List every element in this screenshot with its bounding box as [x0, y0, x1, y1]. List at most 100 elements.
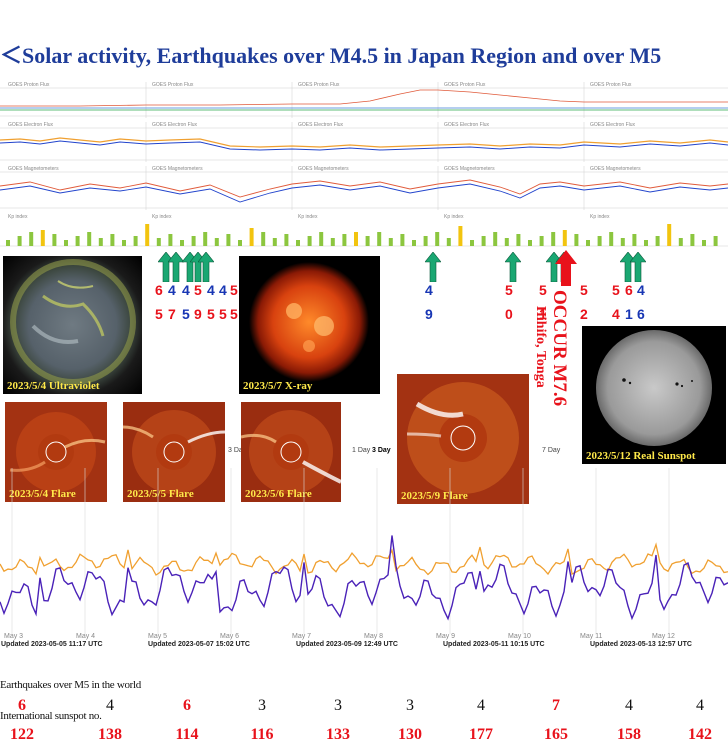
kp-bar — [365, 236, 370, 246]
kp-label-5: Kp index — [590, 214, 610, 220]
flare-caption-2: 2023/5/5 Flare — [127, 488, 194, 500]
ultraviolet-caption: 2023/5/4 Ultraviolet — [7, 380, 100, 392]
quake-bottom-digit: 9 — [425, 306, 433, 322]
electron-label-2: GOES Electron Flux — [152, 122, 198, 128]
sunspot-number-cell: 177 — [469, 726, 493, 743]
occur-arrow-shaft — [561, 262, 571, 286]
kp-bar — [493, 232, 498, 246]
magneto-series-blue — [0, 183, 728, 203]
kp-bar — [655, 236, 660, 246]
kp-bar — [52, 234, 57, 246]
kp-label-3: Kp index — [298, 214, 318, 220]
flux-date-label: May 5 — [148, 633, 168, 640]
sunspot-number-cell: 114 — [175, 726, 199, 743]
sunspot-number-cell: 138 — [98, 726, 122, 743]
kp-bar — [412, 240, 416, 246]
electron-label-4: GOES Electron Flux — [444, 122, 490, 128]
kp-label-2: Kp index — [152, 214, 172, 220]
earthquake-count-cell: 4 — [477, 697, 485, 714]
kp-bar — [504, 238, 509, 246]
flux-date-label: May 6 — [220, 633, 240, 640]
kp-bar — [145, 224, 150, 246]
kp-bar — [87, 232, 92, 246]
magneto-label-4: GOES Magnetometers — [444, 166, 495, 172]
flux-date-label: May 12 — [652, 633, 675, 640]
tab-7day[interactable]: 7 Day — [542, 447, 561, 454]
proton-label-3: GOES Proton Flux — [298, 82, 340, 88]
quake-top-digit: 4 — [219, 282, 227, 298]
occur-arrow-icon — [555, 250, 577, 264]
tab-3day-b[interactable]: 3 Day — [372, 447, 391, 454]
quake-top-digit: 4 — [168, 282, 176, 298]
earthquake-count-cell: 3 — [258, 697, 266, 714]
occur-label: OCCUR M7.6 — [549, 290, 570, 407]
electron-label-1: GOES Electron Flux — [8, 122, 54, 128]
kp-bar — [319, 232, 324, 246]
quake-bottom-digit: 1 — [539, 306, 547, 322]
kp-bar — [110, 234, 115, 246]
kp-bar — [156, 238, 161, 246]
kp-bar — [284, 234, 289, 246]
tab-3day-a[interactable]: 3 Day — [228, 447, 247, 454]
quake-bottom-digit: 6 — [637, 306, 645, 322]
updated-1: Updated 2023-05-05 11:17 UTC — [1, 641, 103, 648]
kp-bar — [702, 240, 706, 246]
kp-bar — [423, 236, 428, 246]
sunspot-number-cell: 165 — [544, 726, 568, 743]
quake-bottom-digit: 5 — [230, 306, 238, 322]
electron-label-5: GOES Electron Flux — [590, 122, 636, 128]
magneto-label-3: GOES Magnetometers — [298, 166, 349, 172]
proton-label-5: GOES Proton Flux — [590, 82, 632, 88]
tab-1day-a[interactable]: 1 Day — [352, 447, 371, 454]
proton-label-2: GOES Proton Flux — [152, 82, 194, 88]
kp-bar — [458, 226, 463, 246]
proton-label-1: GOES Proton Flux — [8, 82, 50, 88]
kp-bar — [377, 232, 382, 246]
kp-bar — [667, 224, 672, 246]
updated-4: Updated 2023-05-11 10:15 UTC — [443, 641, 545, 648]
flux-date-label: May 10 — [508, 633, 531, 640]
flux-date-label: May 4 — [76, 633, 96, 640]
quake-top-digit: 4 — [207, 282, 215, 298]
kp-bar — [354, 232, 358, 246]
quake-bottom-digit: 5 — [219, 306, 227, 322]
kp-bar — [261, 232, 266, 246]
kp-bar — [528, 240, 532, 246]
quake-top-digit: 5 — [612, 282, 620, 298]
magnetometer-chart: GOES Magnetometers GOES Magnetometers GO… — [0, 166, 728, 210]
kp-bar — [191, 236, 196, 246]
sunspot-row-label: International sunspot no. — [0, 710, 102, 722]
kp-bar — [296, 240, 300, 246]
flare-1-svg — [5, 402, 107, 502]
kp-bar — [98, 238, 103, 246]
proton-series-1 — [0, 89, 728, 107]
earthquake-count-cell: 6 — [183, 697, 191, 714]
kp-index-chart: Kp index Kp index Kp index Kp index Kp i… — [0, 214, 728, 247]
magneto-label-2: GOES Magnetometers — [152, 166, 203, 172]
earthquake-count-cell: 3 — [406, 697, 414, 714]
earthquake-count-cell: 4 — [625, 697, 633, 714]
quake-top-digit: 5 — [230, 282, 238, 298]
ultraviolet-image: 2023/5/4 Ultraviolet — [3, 256, 142, 394]
kp-bar — [122, 240, 126, 246]
kp-bar — [330, 238, 335, 246]
quake-top-digit: 5 — [539, 282, 547, 298]
kp-bar — [64, 240, 68, 246]
kp-bar — [272, 238, 277, 246]
kp-bar — [6, 240, 10, 246]
eq-row-label: Earthquakes over M5 in the world — [0, 679, 142, 691]
kp-label-4: Kp index — [444, 214, 464, 220]
quake-bottom-digit: 2 — [580, 306, 588, 322]
earthquake-count-cell: 4 — [106, 697, 114, 714]
kp-label-1: Kp index — [8, 214, 28, 220]
kp-bar — [481, 236, 486, 246]
magneto-label-5: GOES Magnetometers — [590, 166, 641, 172]
kp-bar — [133, 236, 138, 246]
kp-bar — [574, 234, 579, 246]
electron-series-blue — [0, 140, 728, 151]
kp-bar — [214, 238, 219, 246]
quake-top-digit: 5 — [505, 282, 513, 298]
proton-flux-panel: GOES Proton Flux GOES Proton Flux GOES P… — [0, 80, 728, 120]
quake-top-digit: 6 — [155, 282, 163, 298]
kp-bar — [29, 232, 34, 246]
